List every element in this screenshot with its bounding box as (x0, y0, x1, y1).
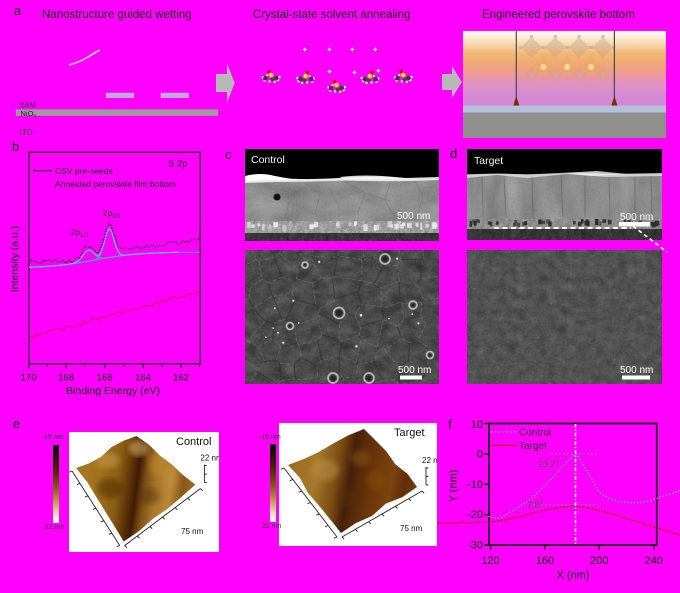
svg-text:Target: Target (394, 427, 425, 439)
svg-text:X (nm): X (nm) (557, 570, 590, 582)
svg-text:240: 240 (645, 555, 663, 567)
svg-text:ITO: ITO (20, 128, 33, 137)
svg-text:CSV pre-seeds: CSV pre-seeds (55, 166, 113, 176)
svg-text:500 nm: 500 nm (620, 365, 653, 376)
svg-text:Y (nm): Y (nm) (448, 470, 460, 503)
svg-text:Intensity (a.u.): Intensity (a.u.) (9, 226, 21, 293)
svg-text:160: 160 (536, 555, 554, 567)
svg-text:2p3/2: 2p3/2 (103, 209, 121, 220)
svg-text:75 nm: 75 nm (400, 524, 423, 533)
svg-text:-10: -10 (467, 479, 483, 491)
svg-text:S 2p: S 2p (168, 159, 188, 170)
svg-text:500 nm: 500 nm (397, 211, 430, 222)
svg-text:Control: Control (251, 154, 285, 166)
svg-text:10: 10 (471, 419, 483, 431)
svg-text:2p1/2: 2p1/2 (71, 228, 89, 239)
svg-text:7.8°: 7.8° (527, 500, 544, 510)
svg-text:170: 170 (21, 373, 37, 384)
svg-text:Target: Target (519, 441, 547, 452)
svg-text:75 nm: 75 nm (181, 527, 204, 536)
svg-text:Control: Control (519, 428, 551, 439)
svg-text:500 nm: 500 nm (398, 365, 431, 376)
svg-text:23.2°: 23.2° (538, 459, 560, 469)
svg-text:162: 162 (173, 373, 189, 384)
svg-text:Annealed perovskite film botto: Annealed perovskite film bottom (55, 179, 176, 189)
svg-text:0: 0 (477, 448, 483, 460)
svg-text:-30: -30 (467, 540, 483, 552)
svg-text:-20: -20 (467, 509, 483, 521)
svg-text:164: 164 (135, 373, 151, 384)
svg-text:168: 168 (58, 373, 74, 384)
svg-text:SAM: SAM (20, 101, 36, 110)
svg-text:22 nm: 22 nm (422, 456, 437, 465)
svg-text:200: 200 (590, 555, 608, 567)
svg-text:500 nm: 500 nm (620, 212, 653, 223)
svg-text:Target: Target (474, 155, 503, 167)
svg-text:Control: Control (176, 436, 211, 448)
svg-text:166: 166 (97, 373, 113, 384)
svg-text:NiOx: NiOx (21, 109, 37, 120)
svg-text:22 nm: 22 nm (200, 454, 219, 463)
svg-text:120: 120 (481, 555, 499, 567)
svg-text:Binding Energy (eV): Binding Energy (eV) (66, 385, 160, 397)
